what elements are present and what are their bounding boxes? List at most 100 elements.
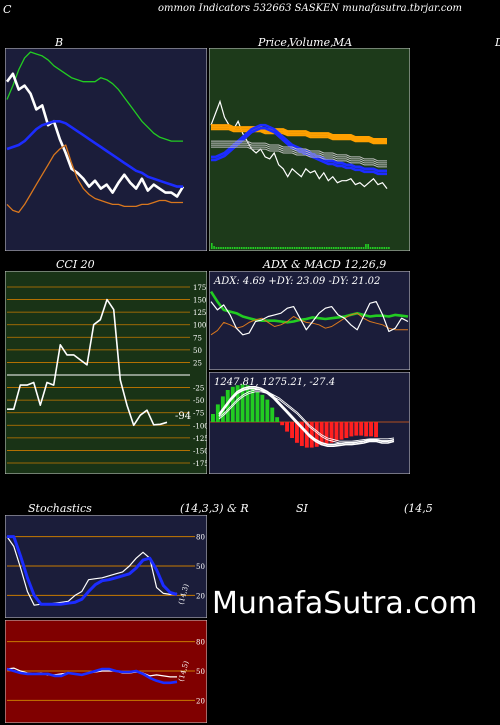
price-volume-bar: [238, 247, 241, 249]
price-volume-bar: [296, 247, 298, 249]
price-volume-bar: [231, 247, 234, 249]
price-title-b: Volume,: [289, 36, 334, 49]
price-volume-bar: [326, 247, 328, 249]
macd-histogram-bar: [324, 422, 329, 444]
cci-tick-label: -175: [193, 460, 207, 468]
macd-histogram-bar: [270, 407, 275, 422]
adx-series-line: [210, 312, 408, 336]
cci-tick-label: 100: [193, 322, 206, 330]
macd-histogram-bar: [354, 422, 359, 436]
price-volume-bar: [309, 247, 312, 249]
price-series-line: [211, 146, 387, 168]
price-volume-bar: [378, 247, 381, 249]
price-volume-bar: [330, 247, 333, 249]
price-volume-bar: [337, 247, 340, 249]
price-volume-bar: [305, 247, 307, 249]
price-volume-bar: [280, 247, 282, 249]
bollinger-series-line: [5, 72, 185, 198]
rsi-series-line: [6, 667, 178, 685]
price-volume-bar: [268, 247, 271, 249]
macd-histogram-bar: [374, 422, 378, 438]
price-volume-bar: [217, 247, 220, 249]
price-volume-bar: [211, 243, 213, 249]
price-volume-bar: [240, 247, 243, 249]
cci-tick-label: -150: [193, 447, 207, 455]
price-volume-bar: [275, 247, 277, 249]
price-volume-bar: [335, 247, 337, 249]
price-volume-bar: [220, 247, 222, 249]
price-volume-bar: [224, 247, 227, 249]
price-volume-bar: [273, 247, 275, 249]
price-volume-bar: [374, 247, 376, 249]
rsi-tick-label: 80: [196, 639, 205, 647]
price-volume-bar: [286, 247, 289, 249]
price-volume-bar: [250, 247, 252, 249]
price-volume-bar: [355, 247, 358, 249]
price-volume-bar: [332, 247, 335, 249]
price-series-line: [211, 144, 387, 166]
price-volume-bar: [344, 247, 346, 249]
price-volume-bar: [291, 247, 294, 249]
price-volume-bar: [266, 247, 268, 249]
macd-histogram-bar: [334, 422, 339, 442]
cci-title: CCI 20: [56, 258, 95, 271]
price-volume-bar: [358, 247, 360, 249]
macd-histogram-bar: [240, 384, 245, 422]
macd-histogram-bar: [215, 404, 220, 422]
price-volume-bar: [351, 247, 353, 249]
price-volume-bar: [282, 247, 284, 249]
macd-histogram-bar: [369, 422, 373, 437]
price-panel: [209, 48, 410, 251]
price-volume-bar: [259, 247, 261, 249]
price-volume-bar: [342, 247, 344, 249]
cci-tick-label: -100: [193, 422, 207, 430]
price-volume-bar: [381, 247, 383, 249]
stoch-title-left: Stochastics: [28, 502, 92, 515]
adx-panel: ADX: 4.69 +DY: 23.09 -DY: 21.02: [209, 271, 410, 370]
price-volume-bar: [323, 247, 326, 249]
right-stub-title: D: [495, 36, 500, 49]
price-series-line: [211, 126, 387, 143]
cci-tick-label: 150: [193, 297, 206, 305]
price-volume-bar: [213, 246, 215, 249]
macd-histogram-bar: [225, 390, 230, 422]
adx-series-line: [210, 301, 409, 336]
price-series-line: [211, 124, 387, 141]
price-volume-bar: [247, 247, 250, 249]
macd-histogram-bar: [260, 394, 265, 422]
macd-histogram-bar: [359, 422, 364, 436]
macd-histogram-bar: [211, 414, 215, 422]
price-volume-bar: [229, 247, 231, 249]
price-volume-bar: [261, 247, 264, 249]
bollinger-series-line: [6, 144, 183, 214]
price-bg: [209, 48, 410, 251]
bollinger-panel: [5, 48, 207, 251]
macd-histogram-bar: [309, 422, 314, 448]
stoch-title-right: (14,5: [404, 502, 433, 515]
price-volume-bar: [383, 247, 386, 249]
price-volume-bar: [339, 247, 342, 249]
cci-tick-label: -25: [193, 385, 204, 393]
rsi-tick-label: 20: [196, 697, 205, 705]
macd-histogram-bar: [319, 422, 324, 446]
cci-tick-label: 175: [193, 284, 206, 292]
price-volume-bar: [270, 247, 273, 249]
price-series-line: [211, 128, 387, 145]
cci-tick-label: -50: [193, 397, 204, 405]
page-title: ommon Indicators 532663 SASKEN munafasut…: [158, 3, 463, 14]
price-volume-bar: [369, 247, 372, 249]
price-volume-bar: [316, 247, 319, 249]
stoch-tick-label: 20: [196, 592, 205, 600]
adx-bg: [209, 271, 410, 370]
cci-tick-label: -75: [193, 410, 204, 418]
price-volume-bar: [289, 247, 291, 249]
price-volume-bar: [234, 247, 236, 249]
cci-panel: -175 -150 -125 -75 -50 -25 25 50 75 100 125 150 175 -…: [5, 271, 207, 474]
cci-tick-label: 50: [193, 347, 202, 355]
price-volume-bar: [303, 247, 305, 249]
price-volume-bar: [236, 247, 238, 249]
price-series-line: [211, 140, 387, 162]
price-volume-bar: [362, 247, 365, 249]
macd-histogram-bar: [295, 422, 299, 443]
price-volume-bar: [367, 244, 369, 249]
